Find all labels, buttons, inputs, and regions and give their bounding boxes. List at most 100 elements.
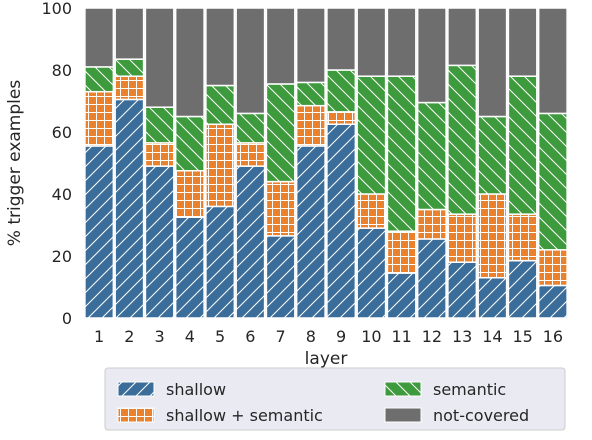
- x-tick-labels: 1 2 3 4 5 6 7 8 9 10 11 12 13 14 15 16: [94, 327, 563, 346]
- bar-shallow-semantic-layer-16: [537, 249, 568, 287]
- bar-not-covered-layer-5: [205, 7, 236, 87]
- y-axis-label: % trigger examples: [5, 80, 25, 247]
- x-tick-label: 2: [124, 327, 134, 346]
- bar-not-covered-layer-15: [507, 7, 538, 77]
- x-tick-label: 12: [422, 327, 442, 346]
- bar-shallow-semantic-layer-9: [326, 111, 357, 125]
- y-tick-label: 20: [52, 247, 72, 266]
- y-tick-label: 0: [62, 309, 72, 328]
- bar-shallow-layer-7: [265, 235, 296, 319]
- bar-semantic-layer-1: [84, 66, 115, 93]
- y-tick-labels: 0 20 40 60 80 100: [41, 0, 72, 328]
- x-tick-label: 3: [155, 327, 165, 346]
- bar-semantic-layer-9: [326, 69, 357, 113]
- bar-shallow-semantic-layer-6: [235, 142, 266, 167]
- bar-not-covered-layer-9: [326, 7, 357, 71]
- bar-not-covered-layer-16: [537, 7, 568, 115]
- legend-swatch-semantic: [384, 381, 422, 397]
- bar-shallow-layer-6: [235, 165, 266, 319]
- bar-not-covered-layer-7: [265, 7, 296, 85]
- bar-shallow-layer-11: [386, 272, 417, 319]
- x-tick-label: 15: [512, 327, 532, 346]
- bar-not-covered-layer-4: [174, 7, 205, 118]
- bar-shallow-semantic-layer-1: [84, 90, 115, 147]
- bar-shallow-layer-8: [295, 145, 326, 319]
- bar-shallow-semantic-layer-7: [265, 180, 296, 237]
- bar-shallow-semantic-layer-3: [144, 142, 175, 167]
- y-tick-label: 100: [41, 0, 72, 18]
- x-tick-label: 5: [215, 327, 225, 346]
- bar-not-covered-layer-8: [295, 7, 326, 84]
- bar-semantic-layer-3: [144, 106, 175, 144]
- bar-shallow-layer-5: [205, 205, 236, 319]
- legend-label: shallow: [166, 380, 226, 399]
- bar-semantic-layer-12: [416, 101, 447, 211]
- bar-semantic-layer-7: [265, 83, 296, 183]
- bar-shallow-layer-3: [144, 165, 175, 319]
- bar-shallow-semantic-layer-12: [416, 208, 447, 240]
- x-tick-label: 7: [276, 327, 286, 346]
- bar-shallow-semantic-layer-11: [386, 230, 417, 274]
- bar-semantic-layer-8: [295, 81, 326, 107]
- bar-shallow-layer-15: [507, 259, 538, 319]
- x-tick-label: 8: [306, 327, 316, 346]
- bar-shallow-layer-4: [174, 216, 205, 319]
- legend-label: semantic: [433, 380, 506, 399]
- bar-shallow-semantic-layer-14: [477, 193, 508, 279]
- bar-shallow-semantic-layer-4: [174, 170, 205, 218]
- bar-semantic-layer-14: [477, 115, 508, 195]
- y-tick-label: 40: [52, 185, 72, 204]
- bar-shallow-layer-10: [356, 227, 387, 319]
- bar-semantic-layer-4: [174, 115, 205, 172]
- bar-not-covered-layer-14: [477, 7, 508, 118]
- bar-not-covered-layer-10: [356, 7, 387, 77]
- legend-swatch-shallow: [117, 381, 155, 397]
- bar-shallow-semantic-layer-15: [507, 213, 538, 262]
- legend: shallow semantic shallow + semantic not-cov…: [104, 367, 566, 431]
- x-tick-label: 11: [391, 327, 411, 346]
- bar-shallow-layer-1: [84, 145, 115, 319]
- bar-shallow-semantic-layer-13: [447, 213, 478, 263]
- legend-label: shallow + semantic: [166, 406, 323, 425]
- bar-shallow-semantic-layer-5: [205, 123, 236, 208]
- bar-shallow-layer-12: [416, 238, 447, 319]
- bar-semantic-layer-2: [114, 58, 145, 77]
- x-tick-label: 1: [94, 327, 104, 346]
- bar-shallow-semantic-layer-10: [356, 193, 387, 229]
- bars: [84, 7, 568, 319]
- y-tick-label: 80: [52, 61, 72, 80]
- x-tick-label: 14: [482, 327, 502, 346]
- bar-shallow-layer-14: [477, 276, 508, 319]
- bar-shallow-semantic-layer-2: [114, 75, 145, 101]
- bar-not-covered-layer-12: [416, 7, 447, 104]
- bar-not-covered-layer-2: [114, 7, 145, 60]
- bar-shallow-layer-9: [326, 123, 357, 319]
- bar-not-covered-layer-11: [386, 7, 417, 77]
- y-tick-label: 60: [52, 123, 72, 142]
- bar-not-covered-layer-1: [84, 7, 115, 68]
- bar-not-covered-layer-3: [144, 7, 175, 108]
- x-tick-label: 4: [185, 327, 195, 346]
- x-tick-label: 13: [452, 327, 472, 346]
- bar-shallow-layer-16: [537, 284, 568, 319]
- bar-shallow-semantic-layer-8: [295, 104, 326, 147]
- bar-semantic-layer-11: [386, 75, 417, 232]
- bar-shallow-layer-2: [114, 98, 145, 319]
- bar-semantic-layer-6: [235, 112, 266, 144]
- legend-swatch-shallow-semantic: [117, 407, 155, 423]
- bar-semantic-layer-15: [507, 75, 538, 215]
- legend-frame: [104, 367, 566, 431]
- x-tick-label: 9: [336, 327, 346, 346]
- legend-label: not-covered: [433, 406, 529, 425]
- x-axis-label: layer: [305, 349, 348, 369]
- bar-semantic-layer-16: [537, 112, 568, 251]
- x-tick-label: 16: [543, 327, 563, 346]
- legend-swatch-not-covered: [384, 407, 422, 423]
- bar-not-covered-layer-6: [235, 7, 266, 115]
- bar-semantic-layer-13: [447, 64, 478, 215]
- bar-semantic-layer-10: [356, 75, 387, 195]
- x-tick-label: 10: [361, 327, 381, 346]
- x-tick-label: 6: [245, 327, 255, 346]
